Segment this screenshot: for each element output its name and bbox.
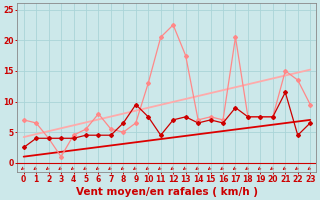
X-axis label: Vent moyen/en rafales ( km/h ): Vent moyen/en rafales ( km/h ) [76, 187, 258, 197]
